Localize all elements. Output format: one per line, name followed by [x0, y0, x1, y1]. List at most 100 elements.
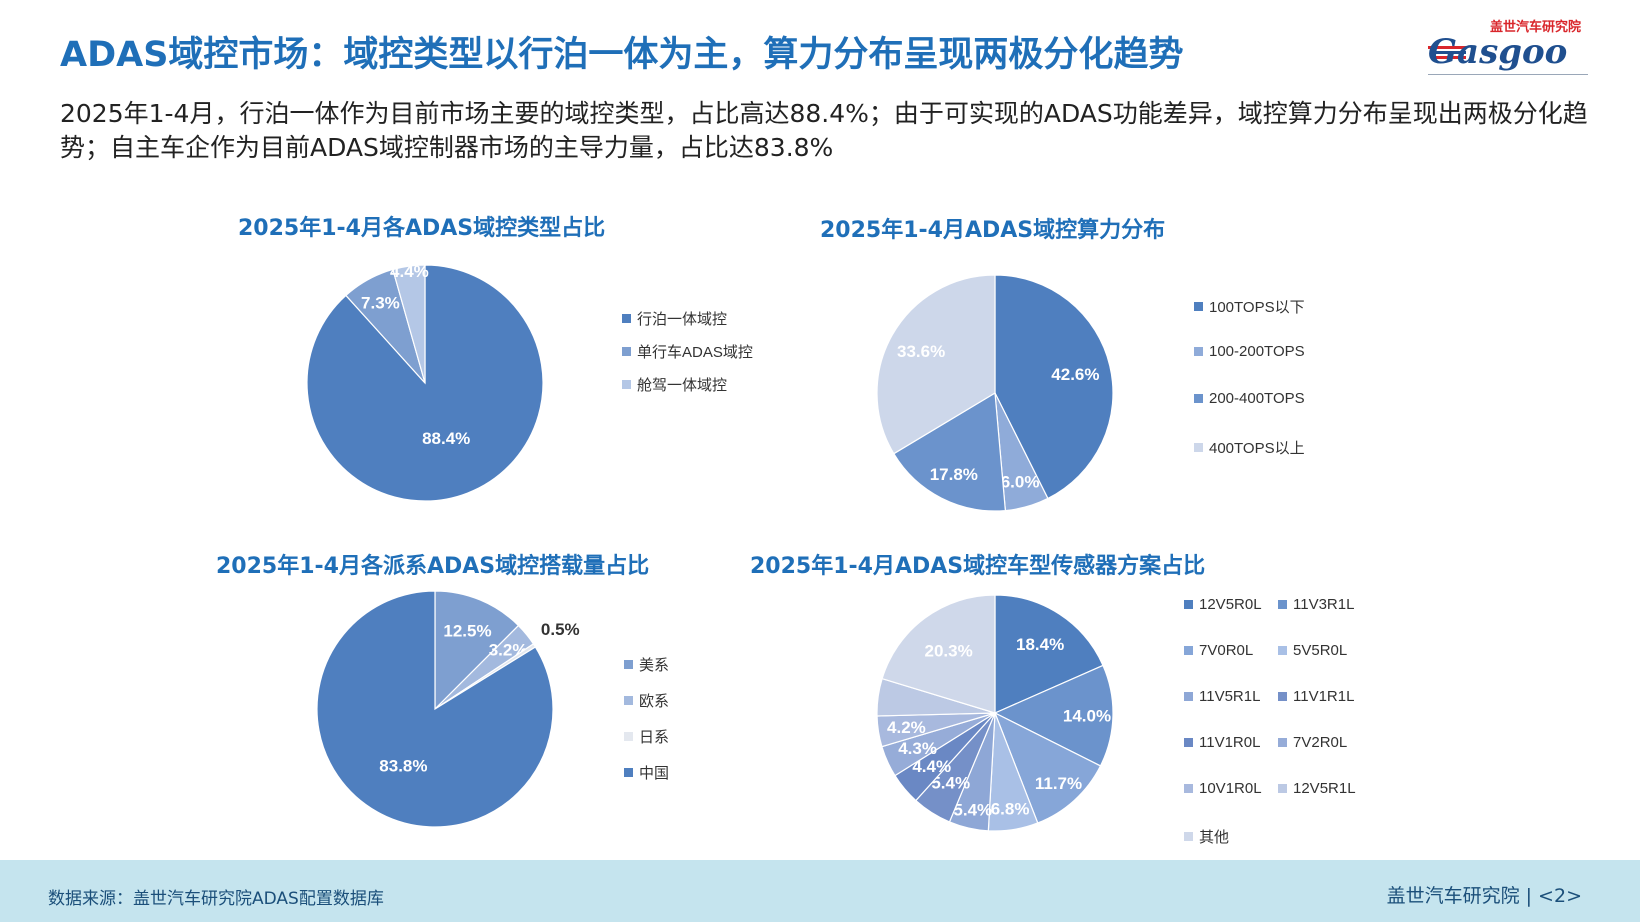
legend-label: 12V5R0L: [1199, 596, 1262, 613]
legend-label: 5V5R0L: [1293, 642, 1348, 659]
legend-label: 美系: [639, 657, 670, 674]
slice-data-label-5: 5.4%: [953, 801, 992, 820]
pie-chart-domain-type: 88.4% 7.3% 4.4%: [306, 262, 544, 502]
legend-swatch: [624, 768, 633, 777]
legend-label: 7V2R0L: [1293, 734, 1348, 751]
pie-slice-4: [316, 590, 554, 828]
legend-item-10v1r0l: 10V1R0L: [1184, 780, 1262, 797]
pie-slice-1: [434, 590, 520, 711]
slice-data-label-2: 6.0%: [1001, 473, 1040, 492]
slice-data-label-1: 12.5%: [443, 622, 491, 641]
legend-item-item: 日系: [624, 726, 669, 747]
legend-item-7v0r0l: 7V0R0L: [1184, 642, 1253, 659]
pie-slice-11: [881, 594, 996, 714]
legend-swatch: [1194, 394, 1203, 403]
legend-item-100-200tops: 100-200TOPS: [1194, 343, 1305, 360]
slice-data-label-7: 4.4%: [912, 757, 951, 776]
legend-swatch: [622, 314, 631, 323]
legend-label: 其他: [1199, 829, 1230, 846]
slice-data-label-2: 14.0%: [1063, 706, 1111, 725]
slice-data-label-3: 0.5%: [541, 620, 580, 639]
legend-swatch: [1194, 443, 1203, 452]
legend-swatch: [1194, 302, 1203, 311]
legend-swatch: [1278, 692, 1287, 701]
slice-data-label-4: 83.8%: [379, 757, 427, 776]
slice-data-label-3: 11.7%: [1035, 774, 1082, 793]
legend-label: 12V5R1L: [1293, 780, 1356, 797]
slice-data-label-3: 4.4%: [390, 262, 429, 281]
pie-slice-3: [392, 264, 426, 384]
legend-swatch: [624, 732, 633, 741]
legend-swatch: [1184, 646, 1193, 655]
chart-title-domain-type: 2025年1-4月各ADAS域控类型占比: [238, 216, 606, 241]
legend-swatch: [1278, 738, 1287, 747]
pie-slice-4: [876, 274, 996, 455]
pie-chart-compute-distribution: 42.6% 6.0% 17.8% 33.6%: [876, 274, 1114, 512]
slice-data-label-6: 5.4%: [931, 774, 970, 793]
legend-swatch: [624, 696, 633, 705]
legend-label: 7V0R0L: [1199, 642, 1254, 659]
legend-item-11v1r0l: 11V1R0L: [1184, 734, 1260, 751]
legend-label: 200-400TOPS: [1209, 390, 1305, 407]
pie-slice-1: [994, 274, 1114, 500]
legend-item-12v5r0l: 12V5R0L: [1184, 596, 1262, 613]
legend-swatch: [1184, 692, 1193, 701]
legend-swatch: [622, 347, 631, 356]
chart-title-faction-share: 2025年1-4月各派系ADAS域控搭载量占比: [216, 554, 650, 579]
legend-label: 11V5R1L: [1199, 688, 1261, 705]
pie-slice-3: [993, 711, 1102, 824]
slice-data-label-2: 7.3%: [361, 294, 400, 313]
legend-item-item: 舱驾一体域控: [622, 374, 727, 395]
legend-label: 100TOPS以下: [1209, 299, 1305, 316]
logo-wordmark: Gasgoo: [1428, 32, 1568, 72]
legend-item-item: 其他: [1184, 826, 1229, 847]
legend-label: 11V3R1L: [1293, 596, 1355, 613]
legend-label: 中国: [639, 765, 670, 782]
legend-label: 10V1R0L: [1199, 780, 1262, 797]
legend-label: 行泊一体域控: [637, 311, 728, 328]
data-source-text: 数据来源：盖世汽车研究院ADAS配置数据库: [48, 889, 384, 909]
slice-data-label-1: 18.4%: [1016, 635, 1064, 654]
slice-data-label-3: 17.8%: [930, 465, 978, 484]
slice-data-label-4: 6.8%: [991, 800, 1030, 819]
legend-swatch: [1184, 738, 1193, 747]
page-title: ADAS域控市场：域控类型以行泊一体为主，算力分布呈现两极分化趋势: [60, 35, 1184, 75]
pie-slice-1: [994, 594, 1104, 714]
legend-item-item: 中国: [624, 762, 669, 783]
logo-chinese-text: 盖世汽车研究院: [1490, 20, 1582, 35]
legend-item-11v5r1l: 11V5R1L: [1184, 688, 1260, 705]
legend-swatch: [1278, 646, 1287, 655]
legend-label: 欧系: [639, 693, 670, 710]
pie-chart-sensor-scheme: 18.4%14.0%11.7%6.8%5.4%5.4%4.4%4.3%4.2%2…: [876, 594, 1114, 832]
logo-divider: [1428, 74, 1588, 75]
legend-swatch: [1184, 600, 1193, 609]
pie-slice-3: [892, 391, 1007, 512]
legend-item-400tops: 400TOPS以上: [1194, 437, 1305, 458]
pie-chart-faction-share: 12.5%3.2%0.5%83.8%: [316, 590, 580, 828]
legend-swatch: [1278, 600, 1287, 609]
chart-title-sensor-scheme: 2025年1-4月ADAS域控车型传感器方案占比: [750, 554, 1206, 579]
legend-label: 日系: [639, 729, 670, 746]
slice-data-label-1: 88.4%: [422, 429, 470, 448]
legend-label: 100-200TOPS: [1209, 343, 1305, 360]
legend-item-item: 欧系: [624, 690, 669, 711]
chart-title-compute-distribution: 2025年1-4月ADAS域控算力分布: [820, 218, 1166, 243]
footer-bar: 数据来源：盖世汽车研究院ADAS配置数据库 盖世汽车研究院 | <2>: [0, 860, 1640, 922]
legend-swatch: [1184, 784, 1193, 793]
footer-brand-page-number: 盖世汽车研究院 | <2>: [1386, 885, 1582, 907]
legend-item-11v1r1l: 11V1R1L: [1278, 688, 1354, 705]
legend-swatch: [1278, 784, 1287, 793]
legend-item-adas: 单行车ADAS域控: [622, 341, 753, 362]
legend-item-200-400tops: 200-400TOPS: [1194, 390, 1305, 407]
legend-label: 400TOPS以上: [1209, 440, 1305, 457]
slice-data-label-1: 42.6%: [1051, 365, 1099, 384]
legend-swatch: [1184, 832, 1193, 841]
gasgoo-logo: 盖世汽车研究院 Gasgoo: [1428, 16, 1588, 80]
slice-data-label-9: 4.2%: [887, 718, 926, 737]
legend-item-item: 美系: [624, 654, 669, 675]
legend-item-item: 行泊一体域控: [622, 308, 727, 329]
legend-swatch: [1194, 347, 1203, 356]
legend-item-7v2r0l: 7V2R0L: [1278, 734, 1347, 751]
legend-label: 舱驾一体域控: [637, 377, 728, 394]
legend-swatch: [622, 380, 631, 389]
